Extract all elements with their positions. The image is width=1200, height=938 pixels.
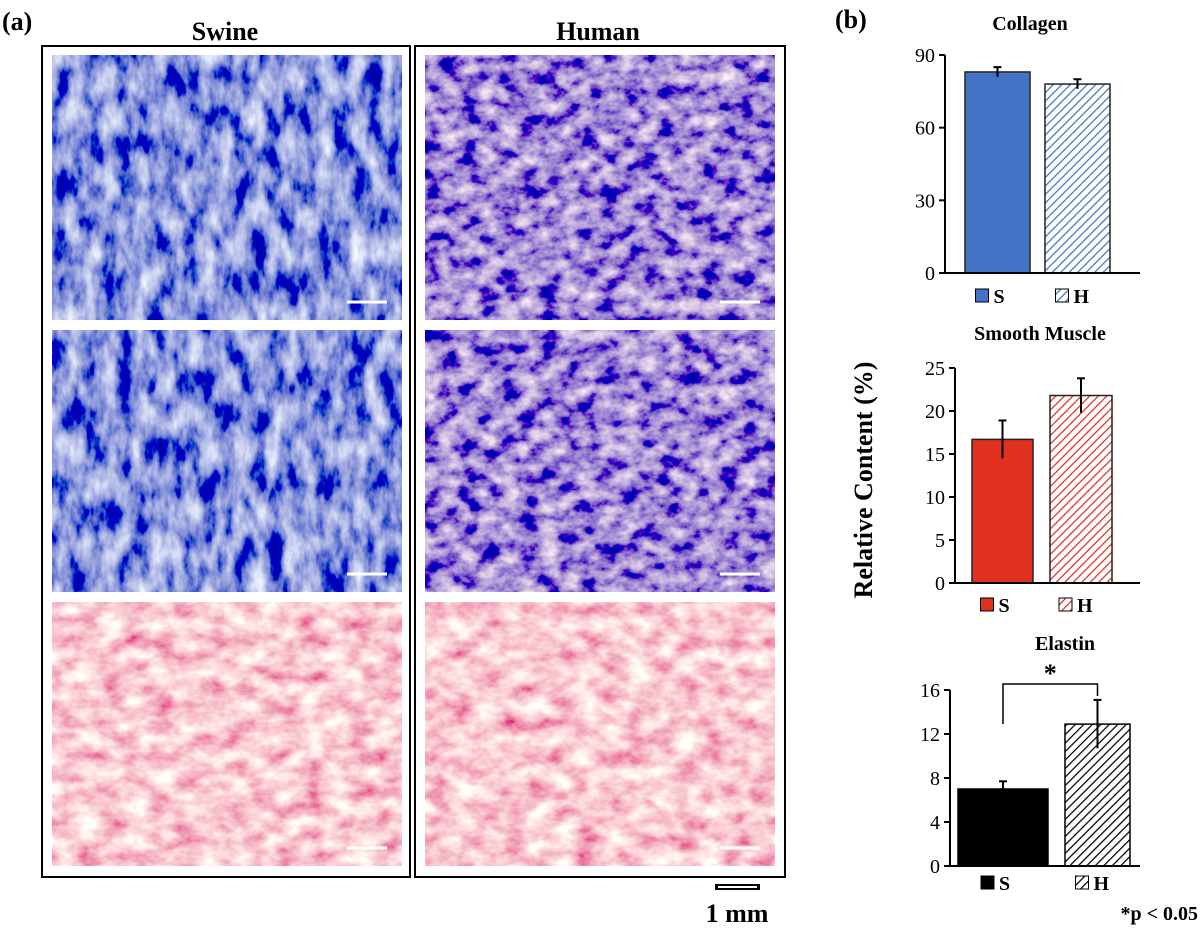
column-label: Swine — [192, 17, 258, 46]
column-label: Human — [556, 17, 640, 46]
error-bar — [1073, 78, 1082, 89]
legend-swatch — [1055, 288, 1069, 303]
significance-bracket — [1002, 683, 1099, 724]
legend-swatch — [975, 288, 989, 303]
bar — [1049, 394, 1113, 584]
y-tick-label: 8 — [930, 768, 940, 790]
chart-title: Collagen — [992, 13, 1068, 35]
legend-label: H — [1094, 873, 1110, 895]
legend-label: S — [999, 873, 1010, 895]
micrograph — [52, 330, 402, 592]
y-tick-label: 20 — [925, 401, 945, 423]
legend-label: S — [994, 286, 1005, 308]
panel-label: (b) — [835, 5, 867, 34]
legend-swatch — [1075, 875, 1089, 890]
y-axis-label: Relative Content (%) — [849, 362, 878, 599]
micrograph — [425, 330, 775, 592]
micrograph — [52, 55, 402, 320]
micrograph — [425, 602, 775, 866]
scale-label: 1 mm — [706, 899, 769, 928]
y-tick-label: 10 — [925, 487, 945, 509]
bar — [1044, 83, 1111, 274]
y-tick-label: 30 — [915, 190, 935, 212]
y-tick-label: 0 — [925, 263, 935, 285]
micrograph — [425, 55, 775, 320]
y-tick-label: 60 — [915, 118, 935, 140]
chart-title: Smooth Muscle — [974, 323, 1106, 345]
frame — [41, 45, 411, 878]
y-tick-label: 0 — [935, 573, 945, 595]
y-tick-label: 25 — [925, 358, 945, 380]
legend-swatch — [1058, 597, 1073, 612]
legend-swatch — [980, 875, 995, 890]
y-tick-label: 12 — [920, 724, 940, 746]
bar — [957, 788, 1049, 867]
y-tick-label: 0 — [930, 856, 940, 878]
error-bar — [1077, 377, 1085, 413]
annotation: * — [1044, 659, 1057, 688]
note: *p < 0.05 — [1120, 903, 1198, 925]
y-tick-label: 4 — [930, 812, 940, 834]
bar — [971, 438, 1034, 584]
y-tick-label: 90 — [915, 45, 935, 67]
legend-label: H — [1074, 286, 1090, 308]
error-bar — [998, 419, 1007, 459]
bar — [964, 71, 1031, 274]
legend-label: S — [999, 595, 1010, 617]
error-bar — [993, 66, 1002, 77]
y-tick-label: 5 — [935, 530, 945, 552]
panel-label: (a) — [2, 7, 32, 36]
frame — [414, 45, 786, 878]
legend-swatch — [980, 597, 994, 612]
micrographs — [52, 55, 775, 866]
error-bar — [1093, 698, 1102, 749]
chart-title: Elastin — [1035, 633, 1095, 655]
y-tick-label: 15 — [925, 444, 945, 466]
micrograph — [52, 602, 402, 866]
y-tick-label: 16 — [920, 680, 940, 702]
legend-label: H — [1077, 595, 1093, 617]
error-bar — [999, 780, 1007, 797]
